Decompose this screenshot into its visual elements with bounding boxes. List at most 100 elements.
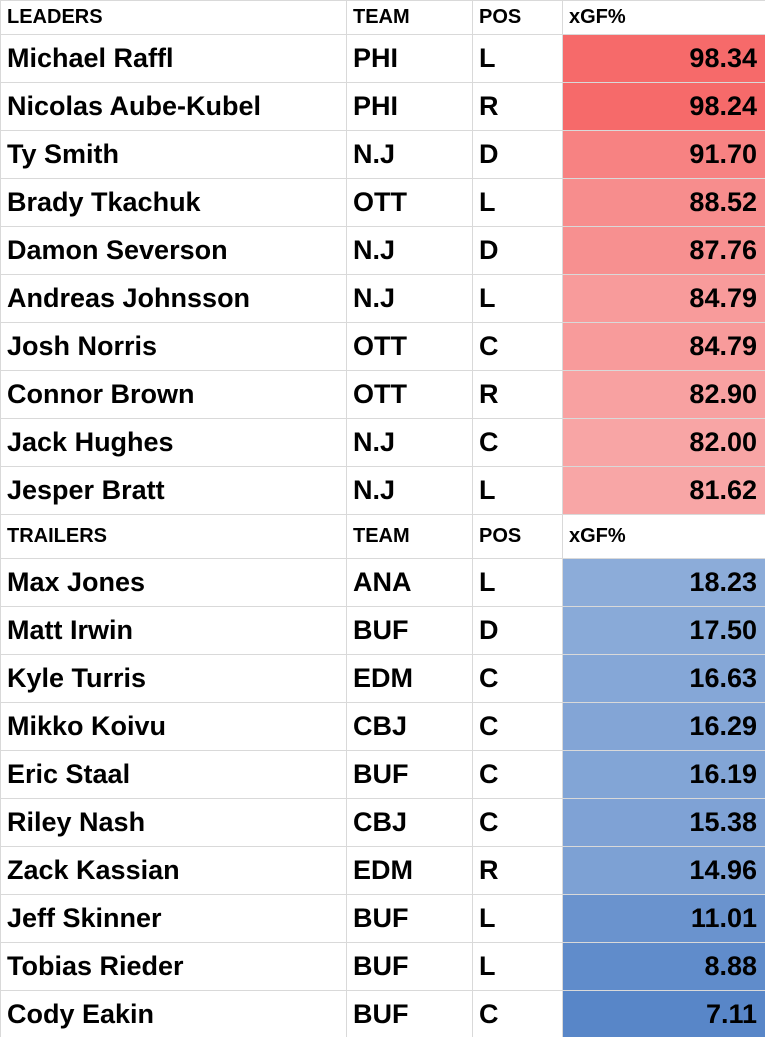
player-row: Zack Kassian EDM R 14.96 — [0, 846, 765, 895]
xgf-value: 84.79 — [562, 274, 765, 323]
player-name: Mikko Koivu — [0, 702, 347, 751]
player-name: Tobias Rieder — [0, 942, 347, 991]
player-row: Mikko Koivu CBJ C 16.29 — [0, 702, 765, 751]
header-cell: LEADERS — [0, 0, 347, 35]
player-name: Eric Staal — [0, 750, 347, 799]
player-row: Cody Eakin BUF C 7.11 — [0, 990, 765, 1037]
player-row: Eric Staal BUF C 16.19 — [0, 750, 765, 799]
player-name: Jack Hughes — [0, 418, 347, 467]
position: R — [472, 82, 563, 131]
xgf-value: 88.52 — [562, 178, 765, 227]
team: N.J — [346, 466, 473, 515]
team: CBJ — [346, 702, 473, 751]
player-row: Max Jones ANA L 18.23 — [0, 558, 765, 607]
team: PHI — [346, 82, 473, 131]
team: PHI — [346, 34, 473, 83]
position: D — [472, 606, 563, 655]
player-name: Jeff Skinner — [0, 894, 347, 943]
position: L — [472, 178, 563, 227]
team: OTT — [346, 178, 473, 227]
xgf-value: 91.70 — [562, 130, 765, 179]
xgf-value: 81.62 — [562, 466, 765, 515]
player-name: Damon Severson — [0, 226, 347, 275]
position: L — [472, 274, 563, 323]
team: BUF — [346, 990, 473, 1037]
xgf-value: 16.19 — [562, 750, 765, 799]
player-name: Riley Nash — [0, 798, 347, 847]
team: ANA — [346, 558, 473, 607]
position: L — [472, 34, 563, 83]
xgf-value: 11.01 — [562, 894, 765, 943]
player-name: Brady Tkachuk — [0, 178, 347, 227]
player-row: Nicolas Aube-Kubel PHI R 98.24 — [0, 82, 765, 131]
player-name: Kyle Turris — [0, 654, 347, 703]
position: C — [472, 702, 563, 751]
team: CBJ — [346, 798, 473, 847]
player-row: Matt Irwin BUF D 17.50 — [0, 606, 765, 655]
player-name: Jesper Bratt — [0, 466, 347, 515]
player-name: Andreas Johnsson — [0, 274, 347, 323]
xgf-value: 17.50 — [562, 606, 765, 655]
player-name: Ty Smith — [0, 130, 347, 179]
position: C — [472, 322, 563, 371]
player-name: Zack Kassian — [0, 846, 347, 895]
position: L — [472, 894, 563, 943]
xgf-value: 98.34 — [562, 34, 765, 83]
xgf-value: 18.23 — [562, 558, 765, 607]
header-cell: POS — [472, 514, 563, 559]
team: EDM — [346, 654, 473, 703]
xgf-value: 15.38 — [562, 798, 765, 847]
player-row: Ty Smith N.J D 91.70 — [0, 130, 765, 179]
xgf-value: 16.29 — [562, 702, 765, 751]
team: OTT — [346, 322, 473, 371]
player-name: Nicolas Aube-Kubel — [0, 82, 347, 131]
player-row: Damon Severson N.J D 87.76 — [0, 226, 765, 275]
header-cell: TEAM — [346, 0, 473, 35]
team: OTT — [346, 370, 473, 419]
player-name: Max Jones — [0, 558, 347, 607]
team: N.J — [346, 226, 473, 275]
player-row: Tobias Rieder BUF L 8.88 — [0, 942, 765, 991]
xgf-value: 98.24 — [562, 82, 765, 131]
position: R — [472, 370, 563, 419]
team: N.J — [346, 274, 473, 323]
position: C — [472, 798, 563, 847]
header-cell: TEAM — [346, 514, 473, 559]
header-cell: POS — [472, 0, 563, 35]
player-name: Matt Irwin — [0, 606, 347, 655]
position: L — [472, 466, 563, 515]
team: BUF — [346, 750, 473, 799]
position: C — [472, 750, 563, 799]
position: L — [472, 558, 563, 607]
player-row: Josh Norris OTT C 84.79 — [0, 322, 765, 371]
xgf-value: 84.79 — [562, 322, 765, 371]
xgf-value: 87.76 — [562, 226, 765, 275]
header-cell: TRAILERS — [0, 514, 347, 559]
xgf-value: 8.88 — [562, 942, 765, 991]
player-row: Jack Hughes N.J C 82.00 — [0, 418, 765, 467]
header-cell: xGF% — [562, 0, 765, 35]
xgf-value: 14.96 — [562, 846, 765, 895]
xgf-value: 7.11 — [562, 990, 765, 1037]
player-row: Kyle Turris EDM C 16.63 — [0, 654, 765, 703]
xgf-value: 16.63 — [562, 654, 765, 703]
team: N.J — [346, 418, 473, 467]
header-cell: xGF% — [562, 514, 765, 559]
position: L — [472, 942, 563, 991]
header-row: TRAILERS TEAM POS xGF% — [0, 514, 765, 559]
player-name: Michael Raffl — [0, 34, 347, 83]
position: C — [472, 418, 563, 467]
player-row: Jeff Skinner BUF L 11.01 — [0, 894, 765, 943]
position: R — [472, 846, 563, 895]
header-row: LEADERS TEAM POS xGF% — [0, 0, 765, 35]
team: BUF — [346, 894, 473, 943]
player-name: Josh Norris — [0, 322, 347, 371]
player-row: Riley Nash CBJ C 15.38 — [0, 798, 765, 847]
player-row: Michael Raffl PHI L 98.34 — [0, 34, 765, 83]
player-row: Jesper Bratt N.J L 81.62 — [0, 466, 765, 515]
xgf-value: 82.90 — [562, 370, 765, 419]
position: C — [472, 990, 563, 1037]
player-name: Connor Brown — [0, 370, 347, 419]
